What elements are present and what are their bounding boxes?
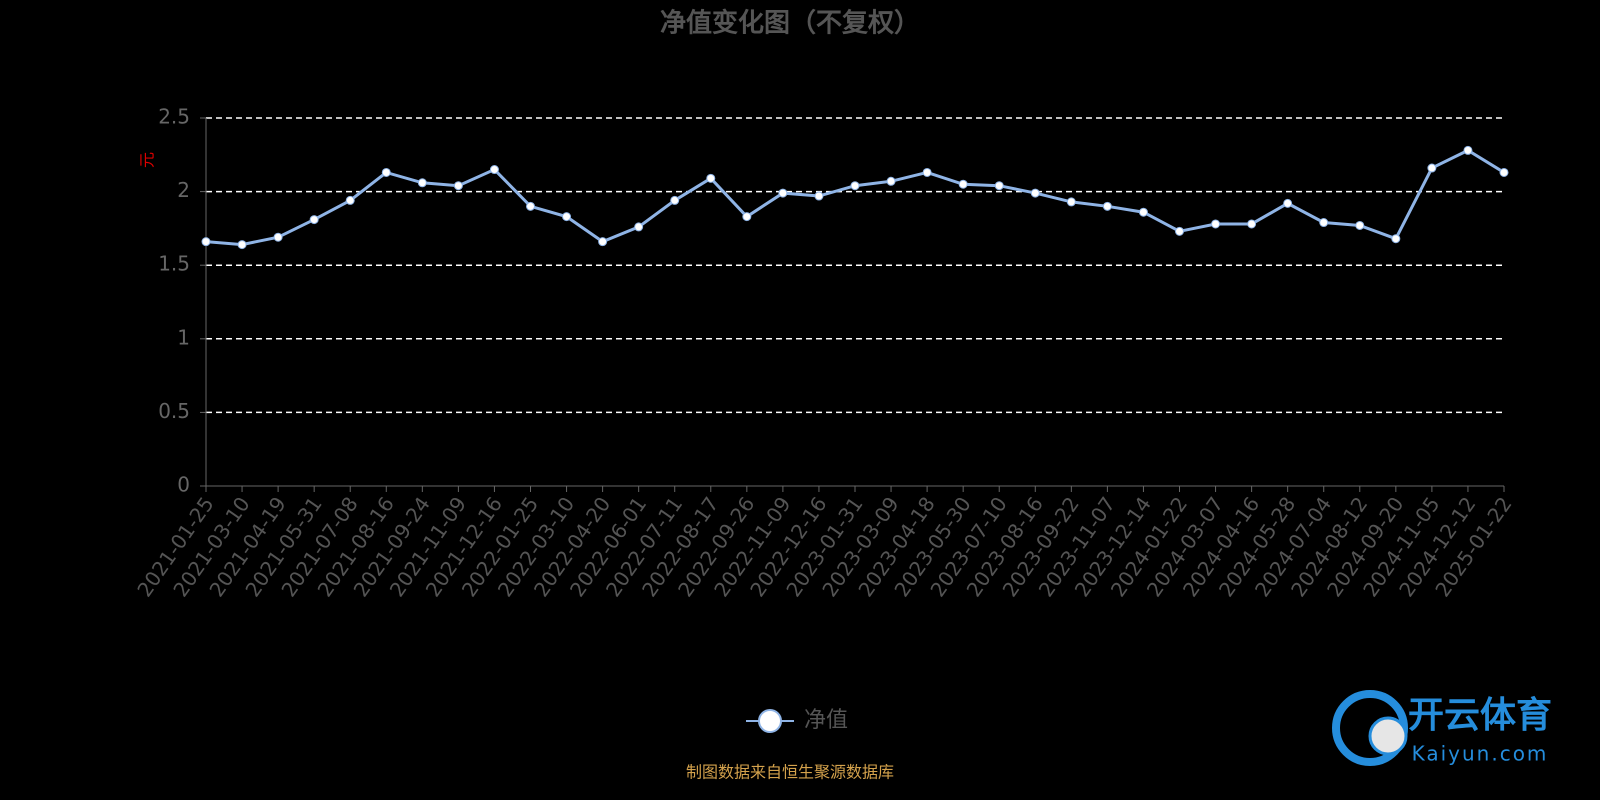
point <box>1175 226 1184 236</box>
point <box>1138 207 1148 217</box>
watermark: 开云体育 Kaiyun.com <box>1332 690 1552 766</box>
point <box>237 240 247 250</box>
y-tick-label: 2.5 <box>158 105 190 129</box>
y-tick-label: 2 <box>177 178 190 202</box>
watermark-url: Kaiyun.com <box>1412 742 1549 766</box>
point <box>634 222 644 232</box>
point <box>922 167 932 177</box>
point <box>1427 163 1437 173</box>
point <box>1247 219 1257 229</box>
point <box>742 212 752 222</box>
point <box>1283 198 1293 208</box>
point <box>1391 234 1401 244</box>
point <box>273 232 283 242</box>
watermark-name: 开云体育 <box>1408 695 1552 736</box>
point <box>489 165 499 175</box>
point <box>417 178 427 188</box>
point <box>778 188 788 198</box>
point <box>670 195 680 205</box>
y-tick-label: 0.5 <box>158 399 190 423</box>
point <box>1319 218 1329 228</box>
point <box>1066 197 1076 207</box>
chart-title: 净值变化图（不复权） <box>660 8 920 39</box>
point <box>526 201 535 211</box>
y-tick-label: 1 <box>177 325 190 349</box>
point <box>598 237 608 247</box>
point <box>381 167 391 177</box>
point <box>1211 219 1221 229</box>
point <box>562 212 572 222</box>
point <box>886 176 896 186</box>
logo-ball <box>1368 716 1408 756</box>
point <box>850 181 860 191</box>
point <box>1499 167 1509 177</box>
y-tick-label: 1.5 <box>158 252 190 276</box>
y-axis-label: 元 <box>138 152 157 168</box>
point <box>345 195 355 205</box>
point <box>1102 201 1112 211</box>
source-note: 制图数据来自恒生聚源数据库 <box>686 763 894 782</box>
point <box>958 179 968 189</box>
legend-label: 净值 <box>804 708 848 733</box>
point <box>814 191 824 201</box>
point <box>1355 220 1365 230</box>
point <box>201 237 211 247</box>
y-tick-label: 0 <box>177 473 190 497</box>
point <box>1463 145 1473 155</box>
point <box>453 181 463 191</box>
point <box>309 215 319 225</box>
point <box>994 181 1004 191</box>
point <box>706 173 716 183</box>
legend-symbol <box>758 709 782 733</box>
point <box>1030 188 1040 198</box>
